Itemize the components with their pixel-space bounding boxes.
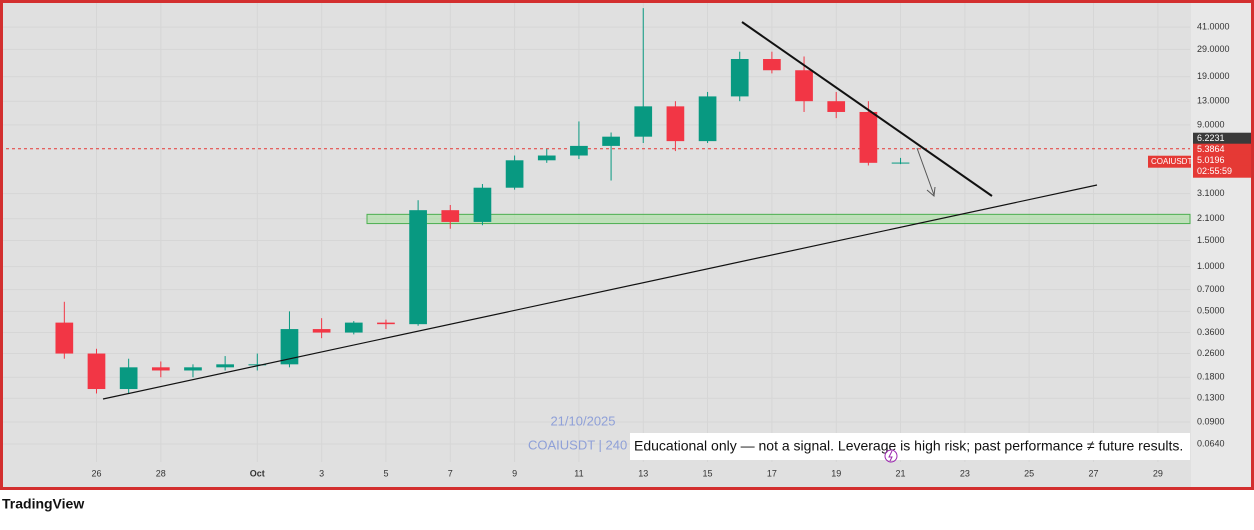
chart-background [0, 0, 1254, 490]
candle-body [55, 322, 74, 354]
y-tick-label: 1.5000 [1197, 235, 1225, 245]
candle-body [763, 59, 781, 71]
candle-body [859, 111, 878, 163]
x-tick-label: 29 [1153, 468, 1163, 478]
x-tick-label: 21 [896, 468, 906, 478]
x-tick-label: 17 [767, 468, 777, 478]
descending-trendline [741, 21, 993, 197]
zone-layer [0, 148, 1191, 225]
price-label: 02:55:59 [1197, 166, 1232, 176]
y-tick-label: 29.0000 [1197, 44, 1230, 54]
candle-body [87, 353, 106, 390]
y-tick-label: 1.0000 [1197, 261, 1225, 271]
brand: TradingView [2, 496, 84, 512]
candle-body [344, 322, 363, 333]
watermark-date: 21/10/2025 [550, 413, 615, 428]
x-tick-label: 27 [1089, 468, 1099, 478]
candle-body [248, 364, 267, 366]
y-tick-label: 3.1000 [1197, 188, 1225, 198]
grid [0, 0, 1190, 462]
y-tick-label: 0.0640 [1197, 438, 1225, 448]
candle-body [891, 162, 910, 164]
x-tick-label: 9 [512, 468, 517, 478]
symbol-tag-box [1148, 155, 1191, 168]
frame-bottom [0, 487, 1254, 490]
candle-body [795, 70, 813, 102]
frame-right [1251, 0, 1254, 490]
frame-top [0, 0, 1254, 3]
y-tick-label: 0.1300 [1197, 393, 1225, 403]
y-tick-label: 9.0000 [1197, 119, 1225, 129]
x-tick-label: 19 [831, 468, 841, 478]
frame-left [0, 0, 3, 490]
y-tick-label: 0.7000 [1197, 284, 1225, 294]
x-tick-label: 28 [156, 468, 166, 478]
price-label: 6.2231 [1197, 133, 1225, 143]
x-tick-label: 13 [638, 468, 648, 478]
x-tick-label: 15 [703, 468, 713, 478]
price-label-box [1193, 143, 1251, 156]
candle-body [151, 367, 170, 371]
candle-body [216, 364, 234, 368]
x-tick-label: 3 [319, 468, 324, 478]
event-icon[interactable] [884, 449, 898, 463]
y-tick-label: 13.0000 [1197, 96, 1230, 106]
candle-body [537, 155, 556, 161]
price-label-box [1193, 154, 1251, 167]
candle-body [602, 136, 620, 146]
axes: 41.0000 29.0000 19.0000 13.0000 9.0000 3.1000… [91, 21, 1251, 478]
price-label-box [1193, 132, 1251, 145]
candle-body [570, 145, 588, 156]
price-label: 5.0196 [1197, 155, 1225, 165]
watermark-symbol: COAIUSDT | 240 [528, 437, 627, 452]
symbol-tag: COAIUSDT [1151, 157, 1192, 166]
candle-body [280, 329, 299, 365]
y-tick-label: 2.1000 [1197, 213, 1225, 223]
candle-body [666, 106, 685, 142]
candle-body [409, 210, 427, 325]
y-tick-label: 41.0000 [1197, 21, 1230, 31]
x-tick-label: 23 [960, 468, 970, 478]
candle-body [473, 187, 492, 222]
y-tick-label: 0.2600 [1197, 348, 1225, 358]
price-label-box [1193, 165, 1251, 178]
event-icon-bolt [888, 450, 893, 462]
candle-body [377, 322, 395, 325]
candle-body [312, 329, 331, 333]
candle-body [119, 367, 138, 390]
y-tick-label: 19.0000 [1197, 71, 1230, 81]
support-zone [366, 213, 1191, 225]
candle-body [505, 160, 524, 188]
arrow-head [926, 186, 936, 197]
x-tick-label: 26 [91, 468, 101, 478]
x-tick-label: 11 [574, 468, 583, 478]
candle-body [634, 106, 653, 137]
candle-body [730, 59, 749, 97]
ascending-trendline [102, 184, 1098, 400]
candle-body [184, 367, 202, 371]
x-tick-label: 25 [1024, 468, 1034, 478]
candle-body [441, 210, 460, 222]
candle-body [827, 101, 846, 112]
arrow [916, 147, 935, 196]
y-tick-label: 0.5000 [1197, 306, 1225, 316]
x-tick-label: Oct [250, 468, 265, 478]
price-axis-background [1191, 0, 1254, 490]
x-tick-label: 5 [383, 468, 388, 478]
candles [55, 8, 910, 394]
price-label: 5.3864 [1197, 144, 1225, 154]
y-tick-label: 0.3600 [1197, 327, 1225, 337]
y-tick-label: 0.1800 [1197, 372, 1225, 382]
x-tick-label: 7 [448, 468, 453, 478]
y-tick-label: 0.0900 [1197, 416, 1225, 426]
candle-body [698, 96, 717, 142]
disclaimer-box [630, 433, 1190, 460]
disclaimer: Educational only — not a signal. Leverag… [634, 438, 1183, 454]
